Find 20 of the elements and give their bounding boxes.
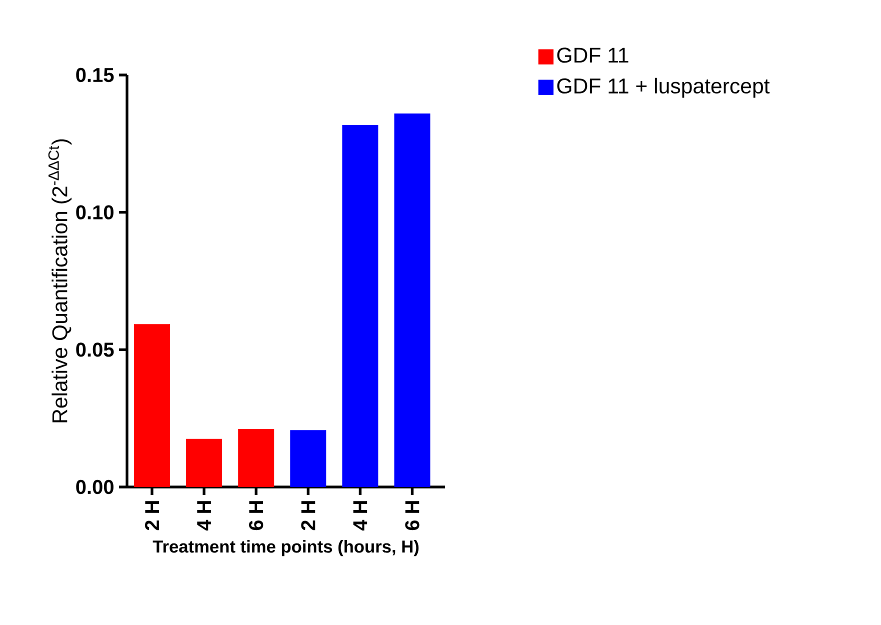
y-tick-label: 0.05 [76, 342, 114, 357]
x-tick-label: 2 H [145, 501, 159, 530]
x-tick-label: 4 H [353, 501, 368, 531]
x-tick-label: 6 H [249, 501, 264, 530]
y-axis-title: Relative Quantification (2$^{-ΔΔCt}$) [48, 139, 72, 422]
bar [342, 124, 378, 487]
y-tick-label: 0.15 [76, 68, 114, 82]
x-axis-title: Treatment time points (hours, H) [152, 540, 419, 556]
bar [394, 113, 430, 487]
bar [238, 429, 274, 487]
x-tick-label: 2 H [301, 501, 316, 530]
y-tick-label: 0.10 [76, 205, 114, 220]
bar [290, 430, 326, 487]
legend-label: GDF 11 [557, 48, 628, 63]
x-tick-label: 6 H [405, 501, 420, 530]
bar [186, 438, 222, 487]
legend-label: GDF 11 + luspatercept [557, 78, 770, 98]
bar [134, 324, 170, 487]
x-tick-label: 4 H [197, 501, 211, 531]
y-tick-label: 0.00 [76, 480, 114, 494]
